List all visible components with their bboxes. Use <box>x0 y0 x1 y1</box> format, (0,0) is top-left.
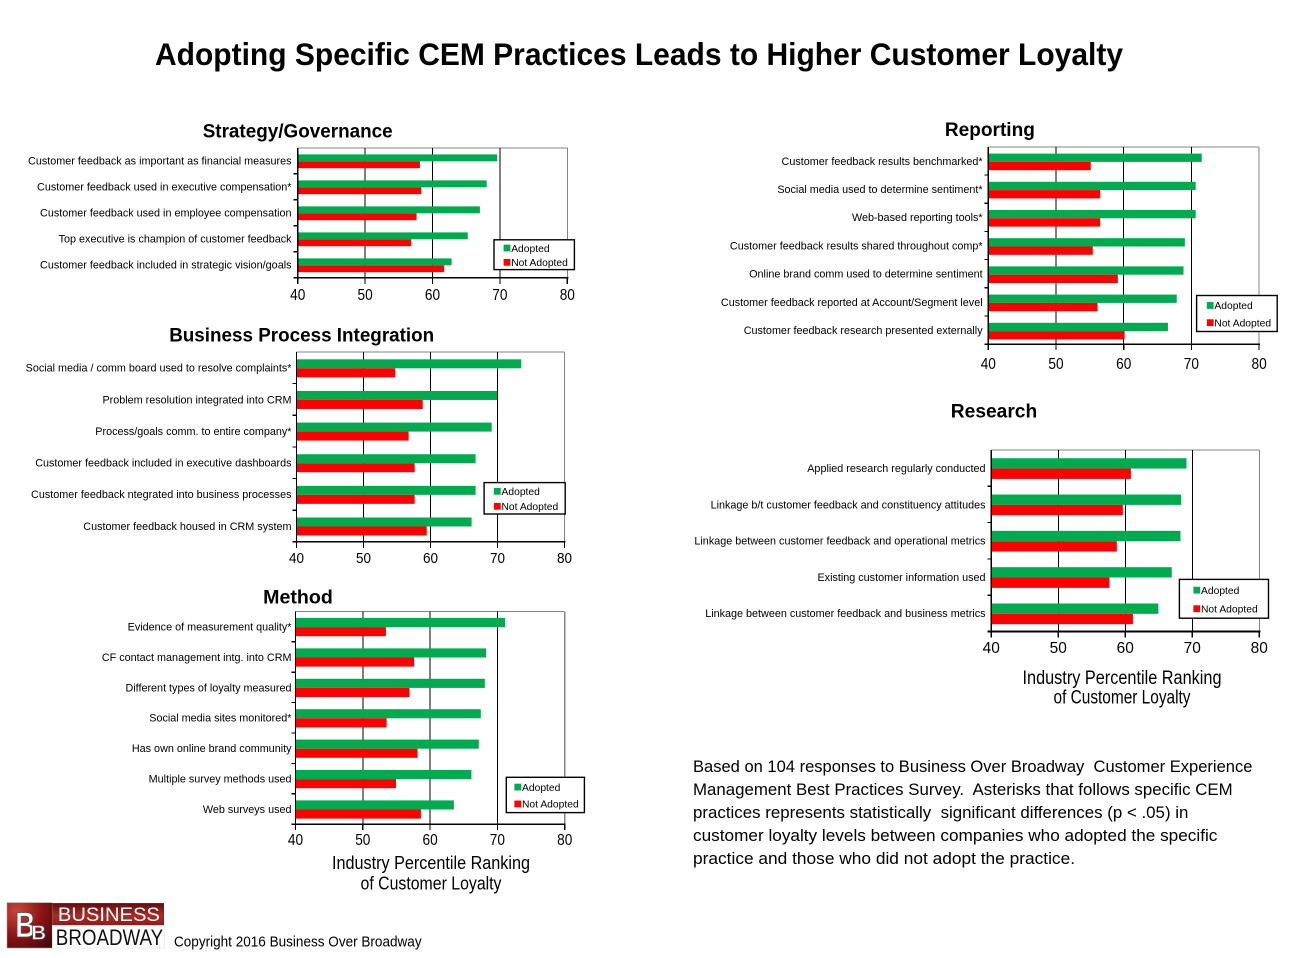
svg-text:80: 80 <box>1251 640 1268 657</box>
svg-text:60: 60 <box>423 551 438 567</box>
svg-text:Social media sites monitored*: Social media sites monitored* <box>149 713 292 725</box>
svg-text:B: B <box>31 922 46 945</box>
svg-text:Top executive is champion of c: Top executive is champion of customer fe… <box>59 234 292 246</box>
svg-text:Social media / comm board used: Social media / comm board used to resolv… <box>26 363 293 375</box>
svg-text:Not Adopted: Not Adopted <box>522 800 579 811</box>
svg-text:Different types of loyalty mea: Different types of loyalty measured <box>125 682 291 694</box>
svg-text:Existing customer information: Existing customer information used <box>817 572 985 584</box>
svg-text:Reporting: Reporting <box>945 119 1035 141</box>
svg-text:Customer feedback used in exec: Customer feedback used in executive comp… <box>37 182 292 194</box>
svg-text:80: 80 <box>557 551 572 567</box>
svg-text:60: 60 <box>423 832 438 849</box>
svg-text:Based on 104 responses to Busi: Based on 104 responses to Business Over … <box>693 757 1252 776</box>
svg-text:Industry Percentile Ranking: Industry Percentile Ranking <box>332 852 530 873</box>
svg-text:Adopted: Adopted <box>1214 301 1253 312</box>
svg-text:40: 40 <box>288 832 303 849</box>
svg-text:70: 70 <box>492 287 507 304</box>
svg-text:Customer feedback ntegrated in: Customer feedback ntegrated into busines… <box>31 489 292 501</box>
svg-text:Multiple survey methods used: Multiple survey methods used <box>149 774 292 786</box>
svg-text:Management Best Practices Surv: Management Best Practices Survey. Asteri… <box>693 780 1233 799</box>
svg-text:Problem resolution integrated: Problem resolution integrated into CRM <box>102 394 291 406</box>
svg-text:of Customer Loyalty: of Customer Loyalty <box>1054 688 1191 709</box>
svg-text:50: 50 <box>1050 640 1067 657</box>
svg-text:of Customer Loyalty: of Customer Loyalty <box>361 872 503 893</box>
svg-text:80: 80 <box>557 832 572 849</box>
svg-text:Not Adopted: Not Adopted <box>1201 604 1258 615</box>
svg-text:70: 70 <box>490 832 505 849</box>
svg-text:Customer feedback reported at: Customer feedback reported at Account/Se… <box>721 297 983 309</box>
svg-text:50: 50 <box>1048 356 1063 373</box>
svg-text:40: 40 <box>289 551 304 567</box>
svg-text:Industry Percentile Ranking: Industry Percentile Ranking <box>1023 668 1222 689</box>
svg-text:60: 60 <box>1116 356 1131 373</box>
svg-text:Applied research regularly con: Applied research regularly conducted <box>807 463 985 475</box>
svg-text:Process/goals comm. to entire: Process/goals comm. to entire company* <box>95 426 292 438</box>
svg-text:40: 40 <box>983 640 1000 657</box>
svg-text:practices represents statistic: practices represents statistically signi… <box>693 803 1188 822</box>
svg-text:Customer feedback housed in CR: Customer feedback housed in CRM system <box>83 521 291 533</box>
svg-text:BROADWAY: BROADWAY <box>56 925 164 950</box>
svg-text:70: 70 <box>1184 640 1201 657</box>
svg-text:80: 80 <box>1252 356 1267 373</box>
svg-text:40: 40 <box>981 356 996 373</box>
svg-text:Research: Research <box>951 402 1037 423</box>
svg-text:Adopted: Adopted <box>522 783 561 794</box>
svg-text:Social media used to determine: Social media used to determine sentiment… <box>777 184 983 196</box>
svg-text:practice and those who did not: practice and those who did not adopt the… <box>693 849 1075 868</box>
svg-text:Linkage b/t customer feedback: Linkage b/t customer feedback and consti… <box>711 499 986 511</box>
svg-text:Linkage between customer feedb: Linkage between customer feedback and op… <box>694 536 986 548</box>
svg-text:customer loyalty levels betwee: customer loyalty levels between companie… <box>693 826 1218 845</box>
svg-text:60: 60 <box>425 287 440 304</box>
svg-text:Business Process Integration: Business Process Integration <box>169 325 434 347</box>
svg-text:80: 80 <box>560 287 575 304</box>
svg-text:Customer feedback as important: Customer feedback as important as financ… <box>28 156 292 168</box>
svg-text:Not Adopted: Not Adopted <box>1214 318 1271 329</box>
svg-text:Adopted: Adopted <box>1201 586 1240 597</box>
svg-text:Adopted: Adopted <box>511 244 550 255</box>
svg-text:Adopted: Adopted <box>502 487 541 498</box>
svg-text:40: 40 <box>290 287 305 304</box>
svg-text:Web surveys used: Web surveys used <box>203 804 292 816</box>
svg-text:CF contact management intg. in: CF contact management intg. into CRM <box>102 652 292 664</box>
svg-text:50: 50 <box>355 832 370 849</box>
svg-text:Adopting Specific CEM Practice: Adopting Specific CEM Practices Leads to… <box>155 36 1123 72</box>
svg-text:Customer feedback included in: Customer feedback included in executive … <box>35 458 292 470</box>
svg-text:50: 50 <box>358 287 373 304</box>
svg-text:Customer feedback results benc: Customer feedback results benchmarked* <box>782 156 984 168</box>
svg-text:Customer feedback research pre: Customer feedback research presented ext… <box>744 325 983 337</box>
svg-text:BUSINESS: BUSINESS <box>58 905 160 926</box>
svg-text:70: 70 <box>1184 356 1199 373</box>
svg-text:Linkage between customer feedb: Linkage between customer feedback and bu… <box>705 608 986 620</box>
svg-text:Strategy/Governance: Strategy/Governance <box>203 121 393 143</box>
svg-text:Evidence of measurement qualit: Evidence of measurement quality* <box>128 622 293 634</box>
svg-text:Online brand comm used to dete: Online brand comm used to determine sent… <box>749 269 982 281</box>
svg-text:Not Adopted: Not Adopted <box>511 258 568 269</box>
svg-text:Copyright 2016 Business Over B: Copyright 2016 Business Over Broadway <box>174 934 422 950</box>
svg-text:Customer feedback used in empl: Customer feedback used in employee compe… <box>40 208 291 220</box>
svg-text:Not Adopted: Not Adopted <box>502 502 559 513</box>
svg-text:Web-based reporting tools*: Web-based reporting tools* <box>852 212 983 224</box>
svg-text:50: 50 <box>356 551 371 567</box>
svg-text:Method: Method <box>263 587 333 609</box>
svg-text:Customer feedback included in: Customer feedback included in strategic … <box>40 260 292 272</box>
svg-text:Customer feedback results shar: Customer feedback results shared through… <box>730 240 983 252</box>
svg-text:B: B <box>15 906 35 945</box>
svg-text:Has own online brand community: Has own online brand community <box>132 743 292 755</box>
svg-text:70: 70 <box>490 551 505 567</box>
svg-text:60: 60 <box>1117 640 1134 657</box>
